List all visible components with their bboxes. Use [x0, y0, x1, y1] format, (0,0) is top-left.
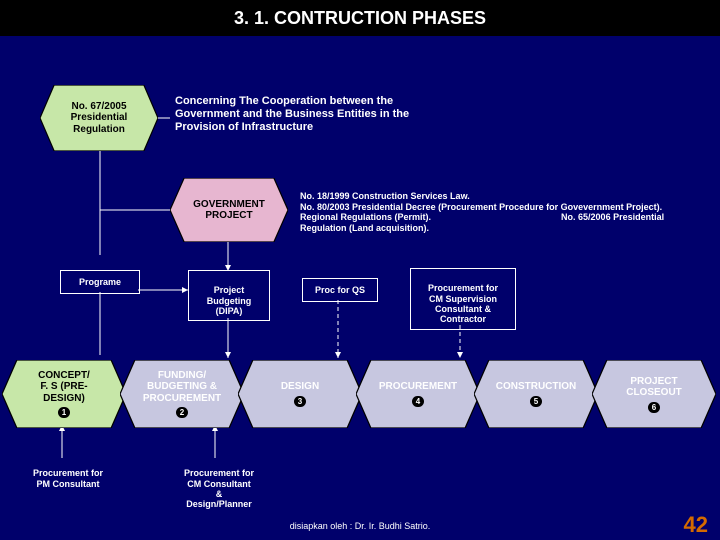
phase-number: 5: [530, 396, 542, 407]
hex-shape: [356, 360, 480, 428]
regulation-hex: No. 67/2005 Presidential Regulation: [40, 85, 158, 151]
phase-hex-4: PROCUREMENT 4: [356, 360, 480, 428]
phase-label: CONCEPT/ F. S (PRE- DESIGN): [38, 370, 90, 405]
regulation-desc: Concerning The Cooperation between the G…: [175, 95, 455, 135]
phase-label: PROJECT CLOSEOUT: [626, 376, 682, 399]
programe-box: Programe: [60, 270, 140, 294]
footer-caption: disiapkan oleh : Dr. Ir. Budhi Satrio.: [290, 521, 431, 531]
pm-consultant-box: Procurement for PM Consultant: [18, 458, 118, 489]
phase-number: 4: [412, 396, 424, 407]
phase-label: PROCUREMENT: [379, 381, 457, 393]
gov-label: GOVERNMENT PROJECT: [180, 199, 278, 222]
phase-label: FUNDING/ BUDGETING & PROCUREMENT: [143, 370, 221, 405]
phase-number: 3: [294, 396, 306, 407]
phase-hex-2: FUNDING/ BUDGETING & PROCUREMENT2: [120, 360, 244, 428]
hex-shape: [238, 360, 362, 428]
cm-consultant-box: Procurement for CM Consultant & Design/P…: [165, 458, 273, 510]
page-number: 42: [684, 512, 708, 538]
footer: disiapkan oleh : Dr. Ir. Budhi Satrio.: [0, 516, 720, 534]
phase-hex-6: PROJECT CLOSEOUT 6: [592, 360, 716, 428]
phase-hex-1: CONCEPT/ F. S (PRE- DESIGN)1: [2, 360, 126, 428]
phase-hex-3: DESIGN 3: [238, 360, 362, 428]
phase-label: CONSTRUCTION: [496, 381, 577, 393]
project-budgeting-box: Project Budgeting (DIPA): [188, 270, 270, 321]
proc-cm-box: Procurement for CM Supervision Consultan…: [410, 268, 516, 330]
government-project-hex: GOVERNMENT PROJECT: [170, 178, 288, 242]
phase-number: 6: [648, 402, 660, 413]
hex-shape: [474, 360, 598, 428]
page-title: 3. 1. CONTRUCTION PHASES: [0, 0, 720, 36]
phase-label: DESIGN: [281, 381, 319, 393]
gov-laws-text: No. 18/1999 Construction Services Law. N…: [300, 180, 700, 234]
title-text: 3. 1. CONTRUCTION PHASES: [234, 8, 486, 28]
regulation-label: No. 67/2005 Presidential Regulation: [71, 101, 128, 136]
proc-qs-box: Proc for QS: [302, 278, 378, 302]
phase-hex-5: CONSTRUCTION 5: [474, 360, 598, 428]
